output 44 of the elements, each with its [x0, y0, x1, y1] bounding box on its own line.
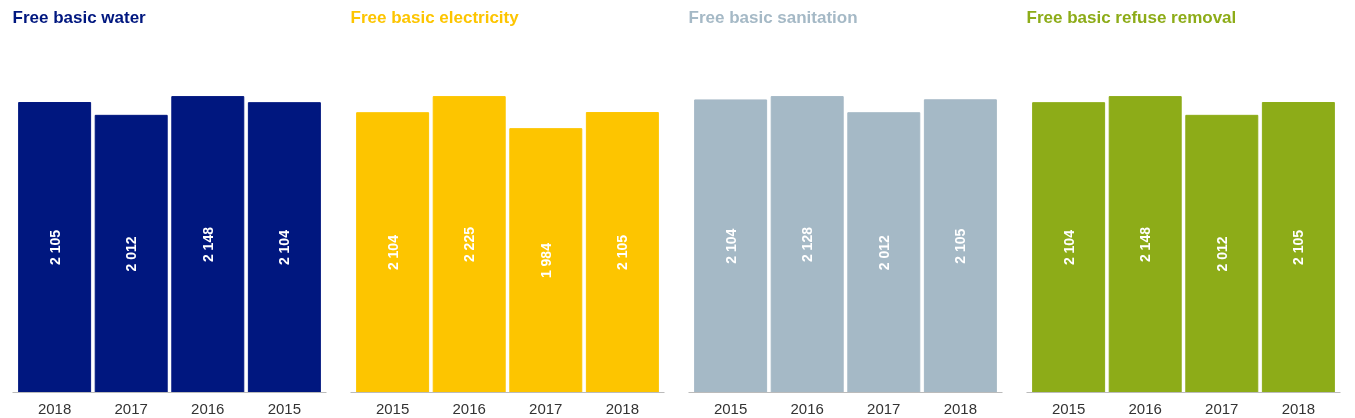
data-label: 1 984 — [537, 242, 554, 279]
x-tick-label: 2016 — [790, 399, 824, 417]
bar — [770, 96, 844, 393]
bar — [923, 99, 997, 393]
bar — [847, 112, 921, 393]
x-tick-label: 2018 — [943, 399, 978, 417]
chart-title: Free basic electricity — [350, 7, 520, 27]
data-label: 2 012 — [1213, 236, 1230, 272]
x-tick-label: 2018 — [37, 399, 72, 417]
chart-title: Free basic refuse removal — [1026, 7, 1237, 27]
data-label: 2 148 — [199, 226, 216, 263]
data-label: 2 105 — [46, 229, 63, 266]
data-label: 2 225 — [461, 226, 478, 263]
chart-title: Free basic water — [12, 7, 147, 27]
data-label: 2 104 — [722, 228, 739, 264]
data-label: 2 105 — [1290, 229, 1307, 266]
x-tick-label: 2016 — [1128, 399, 1162, 417]
data-label: 2 128 — [799, 226, 816, 263]
x-tick-label: 2015 — [375, 399, 410, 417]
data-label: 2 148 — [1137, 226, 1154, 263]
data-label: 2 105 — [952, 228, 969, 264]
bar — [694, 99, 768, 393]
x-tick-label: 2017 — [529, 399, 563, 417]
x-tick-label: 2017 — [114, 399, 148, 417]
x-tick-label: 2016 — [191, 399, 225, 417]
data-label: 2 104 — [1060, 229, 1077, 266]
x-tick-label: 2016 — [452, 399, 486, 417]
x-tick-label: 2017 — [1205, 399, 1239, 417]
x-tick-label: 2018 — [605, 399, 640, 417]
data-label: 2 104 — [276, 229, 293, 266]
data-label: 2 012 — [875, 234, 892, 271]
data-label: 2 012 — [123, 236, 140, 272]
chart-title: Free basic sanitation — [688, 7, 858, 27]
x-tick-label: 2015 — [1051, 399, 1086, 417]
bar — [509, 128, 583, 393]
bar — [432, 96, 506, 393]
data-label: 2 104 — [384, 234, 401, 271]
bar — [585, 112, 659, 393]
data-label: 2 105 — [614, 234, 631, 271]
x-tick-label: 2015 — [713, 399, 748, 417]
x-tick-label: 2018 — [1281, 399, 1316, 417]
bar — [356, 112, 430, 393]
x-tick-label: 2017 — [867, 399, 901, 417]
x-tick-label: 2015 — [267, 399, 302, 417]
